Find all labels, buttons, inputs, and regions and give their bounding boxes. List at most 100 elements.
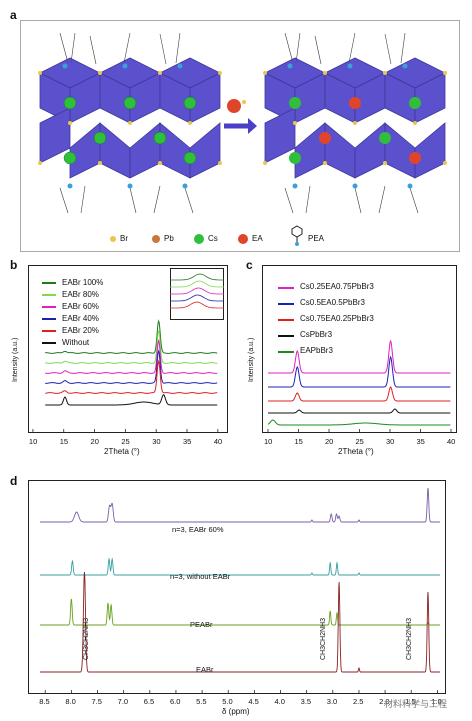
nmr-spectrum-line [40,571,440,673]
xrd-b-series-line [45,319,218,354]
legend-b-swatch [42,306,56,308]
pb-atom-icon [152,235,160,243]
nmr-xtick-label: 6.5 [143,697,155,706]
xrd-c-xtick-label: 30 [386,437,395,446]
xrd-c-series-line [267,419,451,426]
inset-b-series-line [170,287,224,295]
legend-b-swatch [42,330,56,332]
nmr-spectrum-line [40,598,440,626]
watermark-text: 材料科学与工程 [384,699,448,709]
nmr-xtick-label: 1.5 [405,697,416,706]
nmr-spectrum-line [40,487,440,523]
xrd-b-xtick-label: 20 [90,437,99,446]
legend-b-label: EABr 100% [62,278,104,287]
panel-d-nmr-chart [40,487,440,694]
xrd-b-xtick-label: 40 [213,437,223,446]
legend-pb: Pb [164,234,174,243]
nmr-xtick-label: 2.0 [379,697,390,706]
legend-c-swatch [278,287,294,289]
panel-d-label: d [10,474,18,488]
panel-b-label: b [10,258,18,272]
inset-b-series-line [170,273,224,281]
xrd-b-xtick-label: 10 [28,437,38,446]
xrd-c-xtick-label: 15 [294,437,303,446]
nmr-xtick-label: 8.0 [65,697,76,706]
xrd-c-series-line [268,386,451,402]
xrd-c-xtick-label: 35 [416,437,425,446]
nmr-spectrum-label: EABr [196,665,214,674]
legend-b-label: Without [62,338,90,347]
panel-b-xrd-chart [32,319,219,433]
panel-b-xlabel: 2Theta (°) [104,447,140,456]
nmr-xtick-label: 3.0 [326,697,338,706]
assignment-ch2: CH3CH2NH3 [320,617,327,660]
br-atom-icon [110,236,116,242]
inset-b-series-line [170,294,224,302]
panel-c-xlabel: 2Theta (°) [338,447,374,456]
legend-c-swatch [278,335,294,337]
ea-atom-icon [238,234,248,244]
legend-cs: Cs [208,234,218,243]
xrd-b-xtick-label: 25 [121,437,130,446]
nmr-spectrum-label: n=3, without EABr [170,572,231,581]
xrd-b-xtick-label: 35 [183,437,192,446]
panel-a-label: a [10,8,17,22]
panel-c-label: c [246,258,253,272]
nmr-xtick-label: 5.5 [196,697,207,706]
inset-b-series-line [170,280,224,288]
legend-b-swatch [42,294,56,296]
legend-c-label: Cs0.25EA0.75PbBr3 [300,282,374,291]
legend-c-swatch [278,319,294,321]
xrd-b-xtick-label: 30 [152,437,161,446]
legend-b-swatch [42,342,56,344]
panel-d-plot-frame [28,480,446,694]
panel-d-xlabel: δ (ppm) [222,707,250,716]
nmr-xtick-label: 4.0 [274,697,285,706]
nmr-xtick-label: 6.0 [169,697,181,706]
substitution-arrow [224,99,257,134]
nmr-spectrum-label: n=3, EABr 60% [172,525,224,534]
nmr-spectrum-label: PEABr [190,620,213,629]
legend-b-label: EABr 20% [62,326,99,335]
xrd-b-series-line [45,359,218,394]
cs-atom-icon [194,234,204,244]
nmr-xtick-label: 4.5 [248,697,259,706]
nmr-xtick-label: 8.5 [39,697,50,706]
crystal-structure-before [38,32,222,214]
xrd-b-series-line [45,349,218,384]
nmr-xtick-label: 3.5 [300,697,312,706]
assignment-nh3: CH3CH2NH3 [83,617,90,660]
xrd-c-xtick-label: 20 [325,437,334,446]
legend-c-label: Cs0.5EA0.5PbBr3 [300,298,365,307]
xrd-b-series-line [45,330,218,364]
nmr-xtick-label: 7.0 [117,697,129,706]
crystal-structure-after [263,32,447,214]
panel-a-legend: Br Pb Cs EA PEA [110,225,370,247]
nmr-xtick-label: 2.5 [352,697,364,706]
xrd-c-xtick-label: 40 [447,437,456,446]
panel-c-ylabel: Intensity (a.u.) [248,337,255,382]
panel-b-ylabel: Intensity (a.u.) [12,337,19,382]
xrd-c-series-line [268,339,451,374]
nmr-xtick-label: 5.0 [222,697,233,706]
legend-ea: EA [252,234,263,243]
legend-c-label: EAPbBr3 [300,346,333,355]
pea-molecule-icon [291,225,303,246]
legend-b-swatch [42,318,56,320]
inset-b-series-line [170,301,224,309]
legend-pea: PEA [308,234,325,243]
legend-b-label: EABr 40% [62,314,99,323]
legend-c-swatch [278,351,294,353]
panel-c-plot-frame [262,265,457,433]
nmr-spectrum-line [40,557,440,576]
xrd-c-xtick-label: 10 [264,437,273,446]
xrd-b-series-line [45,338,218,374]
legend-br: Br [120,234,128,243]
assignment-ch3: CH3CH2NH3 [406,617,413,660]
panel-c-xrd-chart [267,339,452,433]
legend-b-label: EABr 60% [62,302,99,311]
xrd-c-xtick-label: 25 [355,437,364,446]
legend-c-label: CsPbBr3 [300,330,333,339]
ea-cation-icon [227,99,241,113]
legend-c-swatch [278,303,294,305]
